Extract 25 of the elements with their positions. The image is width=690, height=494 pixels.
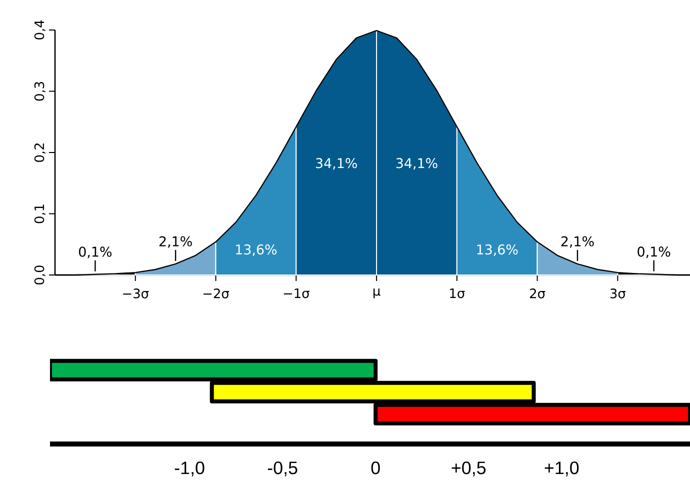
y-tick-label: 0,0 [34, 266, 46, 284]
y-tick-label: 0,3 [34, 82, 46, 101]
x-tick-label: μ [373, 288, 380, 298]
annotation: 0,1% [638, 246, 670, 258]
x-tick-label: -0,5 [268, 462, 298, 476]
annotation: 2,1% [159, 236, 192, 248]
x-tick-label: 0 [371, 462, 380, 474]
x-tick-label: −3σ [123, 288, 149, 298]
annotation: 13,6% [477, 244, 518, 256]
y-tick-label: 0,2 [34, 144, 46, 162]
x-tick-label: +1,0 [544, 462, 579, 476]
annotation: 34,1% [396, 158, 438, 170]
x-tick-label: −1σ [284, 288, 310, 298]
annotation: 13,6% [236, 244, 277, 256]
annotation: 2,1% [561, 236, 594, 248]
annotation: 0,1% [79, 246, 112, 258]
y-tick-label: 0,1 [34, 204, 46, 224]
x-tick-label: 2σ [530, 288, 546, 298]
y-tick-label: 0,4 [34, 20, 46, 40]
x-tick-label: -1,0 [174, 462, 204, 476]
x-tick-label: −2σ [203, 288, 230, 298]
x-tick-label: +0,5 [452, 462, 486, 476]
x-tick-label: 3σ [610, 288, 626, 298]
x-tick-label: 1σ [450, 288, 465, 298]
annotation: 34,1% [316, 158, 357, 170]
